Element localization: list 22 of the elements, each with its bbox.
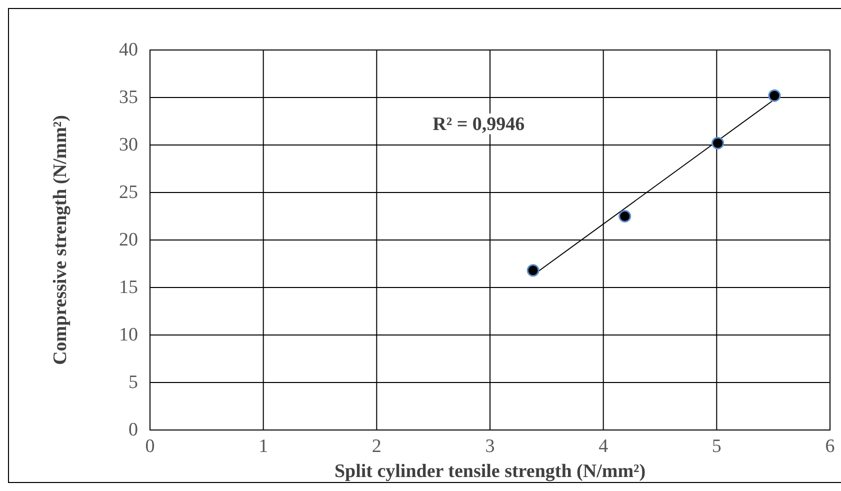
y-tick-label: 10	[119, 324, 138, 346]
x-tick-label: 4	[598, 436, 609, 457]
point	[712, 136, 724, 150]
point	[768, 89, 781, 102]
y-axis-title: Compressive strength (N/mm²)	[50, 115, 71, 365]
y-tick-label: 35	[119, 87, 138, 108]
y-tick-label: 20	[119, 230, 138, 250]
x-tick-label: 6	[825, 436, 835, 457]
y-tick-label: 30	[119, 134, 138, 156]
x-tick-label: 2	[372, 436, 382, 457]
x-tick-label: 0	[145, 436, 155, 457]
point	[526, 264, 540, 277]
point	[618, 210, 632, 222]
y-tick-label: 40	[119, 40, 138, 60]
x-tick-label: 1	[258, 436, 268, 457]
x-tick-label: 5	[712, 436, 722, 457]
x-tick-label: 3	[485, 436, 495, 457]
y-tick-label: 25	[119, 182, 138, 203]
y-tick-label: 15	[119, 277, 138, 298]
x-axis-title: Split cylinder tensile strength (N/mm²)	[334, 461, 646, 482]
y-tick-label: 0	[128, 420, 138, 440]
y-tick-label: 5	[128, 372, 138, 393]
